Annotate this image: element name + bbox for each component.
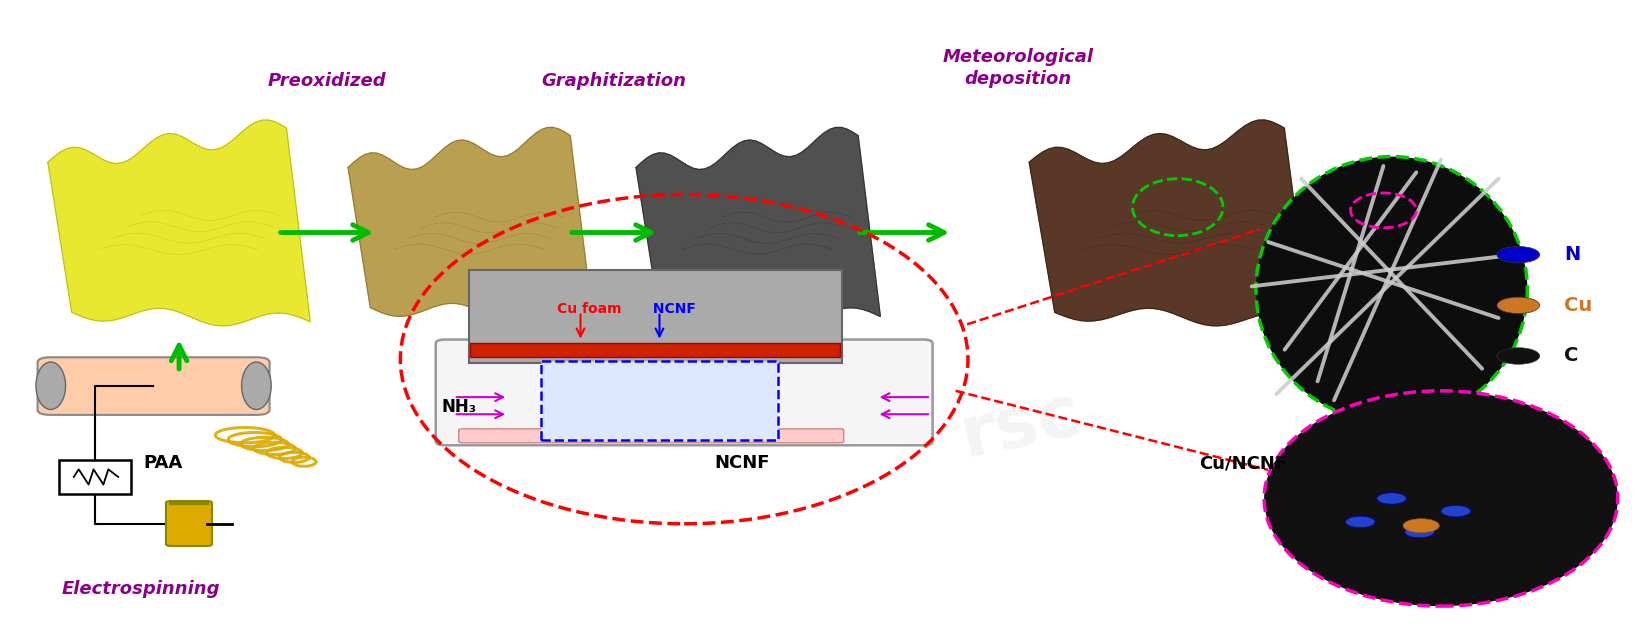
FancyBboxPatch shape [541,361,778,439]
Circle shape [1376,493,1406,504]
FancyBboxPatch shape [470,343,840,357]
Text: Electrospinning: Electrospinning [63,580,221,598]
Circle shape [1440,506,1470,517]
Text: C: C [1564,347,1579,366]
Text: rsc: rsc [954,379,1088,472]
Ellipse shape [1256,156,1528,422]
Polygon shape [1030,120,1310,326]
FancyBboxPatch shape [59,460,132,494]
Ellipse shape [1264,391,1618,606]
Polygon shape [48,120,310,326]
Ellipse shape [242,362,272,410]
Text: NCNF: NCNF [648,301,695,315]
Circle shape [1404,527,1434,537]
Polygon shape [636,127,880,321]
Circle shape [1496,246,1539,263]
Circle shape [1345,516,1374,528]
Polygon shape [348,127,592,321]
Text: Cu: Cu [1564,296,1592,315]
FancyBboxPatch shape [38,357,270,415]
Circle shape [1496,348,1539,364]
Text: NCNF: NCNF [714,454,770,472]
FancyBboxPatch shape [458,429,844,443]
Text: Cu/NCNF: Cu/NCNF [1200,454,1287,472]
Circle shape [1496,297,1539,314]
FancyBboxPatch shape [166,501,213,546]
Text: NH₃: NH₃ [442,398,476,416]
FancyBboxPatch shape [468,270,842,363]
Text: PAA: PAA [143,454,183,472]
Text: Cu foam: Cu foam [557,301,621,315]
Text: N: N [1564,245,1580,264]
Text: Preoxidized: Preoxidized [269,71,386,90]
Circle shape [1402,519,1439,533]
Ellipse shape [36,362,66,410]
FancyBboxPatch shape [435,340,933,445]
Text: Meteorological
deposition: Meteorological deposition [943,48,1094,88]
Text: Graphitization: Graphitization [541,71,686,90]
